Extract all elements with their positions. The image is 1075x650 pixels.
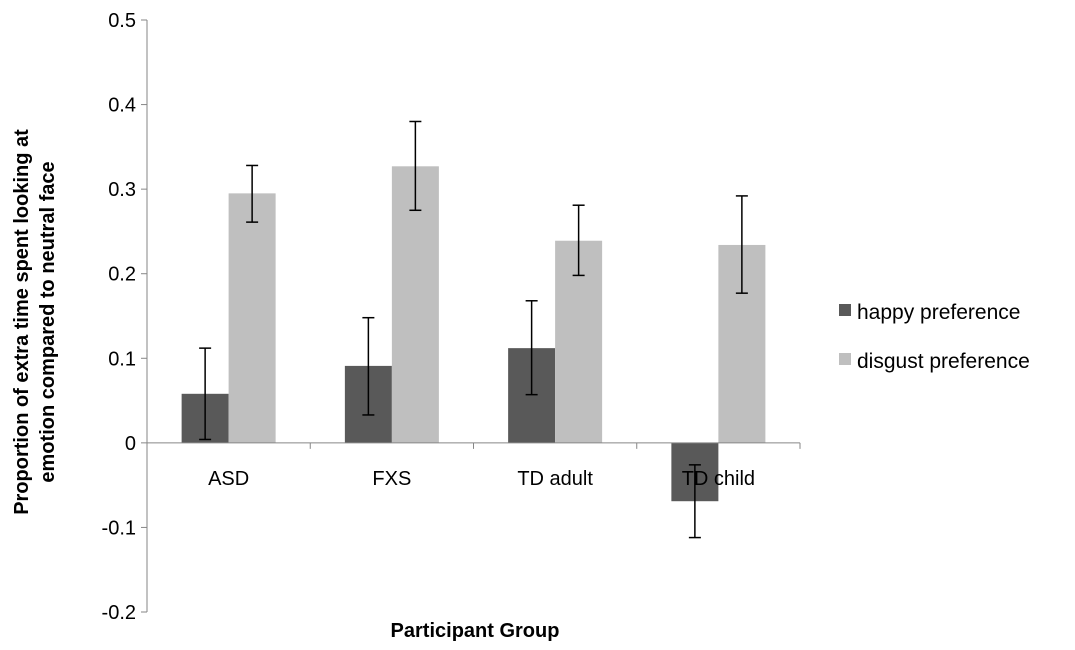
y-tick-label: -0.2	[102, 602, 136, 624]
error-bar	[409, 120, 422, 212]
legend: happy preference disgust preference	[839, 301, 1030, 373]
error-bar	[246, 164, 259, 223]
bar-disgust-asd	[228, 193, 276, 443]
error-bar	[362, 316, 375, 416]
x-tick-label: FXS	[372, 468, 411, 490]
x-tick-label: TD adult	[517, 468, 593, 490]
x-axis-title: Participant Group	[391, 620, 560, 642]
x-tick-label: TD child	[682, 468, 755, 490]
legend-swatch-happy	[839, 304, 851, 316]
plot-area: -0.2 -0.1 0 0.1 0.2 0.3 0.4 0.5 ASD FXS TD adult TD…	[102, 10, 801, 624]
y-tick-label: -0.1	[102, 517, 136, 539]
error-bar	[199, 347, 212, 441]
legend-label-happy: happy preference	[857, 301, 1020, 324]
y-tick-label: 0.4	[108, 95, 136, 117]
legend-swatch-disgust	[839, 353, 851, 365]
error-bar	[688, 464, 701, 539]
y-tick-label: 0.3	[108, 179, 136, 201]
y-axis-title-line-1: Proportion of extra time spent looking a…	[11, 129, 33, 515]
y-axis-title: Proportion of extra time spent looking a…	[11, 129, 59, 515]
error-bar	[572, 204, 585, 277]
bar-disgust-fxs	[391, 166, 439, 443]
y-axis-title-line-2: emotion compared to neutral face	[37, 161, 59, 482]
y-tick-label: 0	[125, 433, 136, 455]
error-bar	[735, 195, 748, 294]
y-tick-label: 0.1	[108, 348, 136, 370]
y-tick-label: 0.5	[108, 10, 136, 32]
error-bar	[525, 300, 538, 396]
y-tick-label: 0.2	[108, 264, 136, 286]
legend-label-disgust: disgust preference	[857, 350, 1030, 373]
x-tick-label: ASD	[208, 468, 249, 490]
